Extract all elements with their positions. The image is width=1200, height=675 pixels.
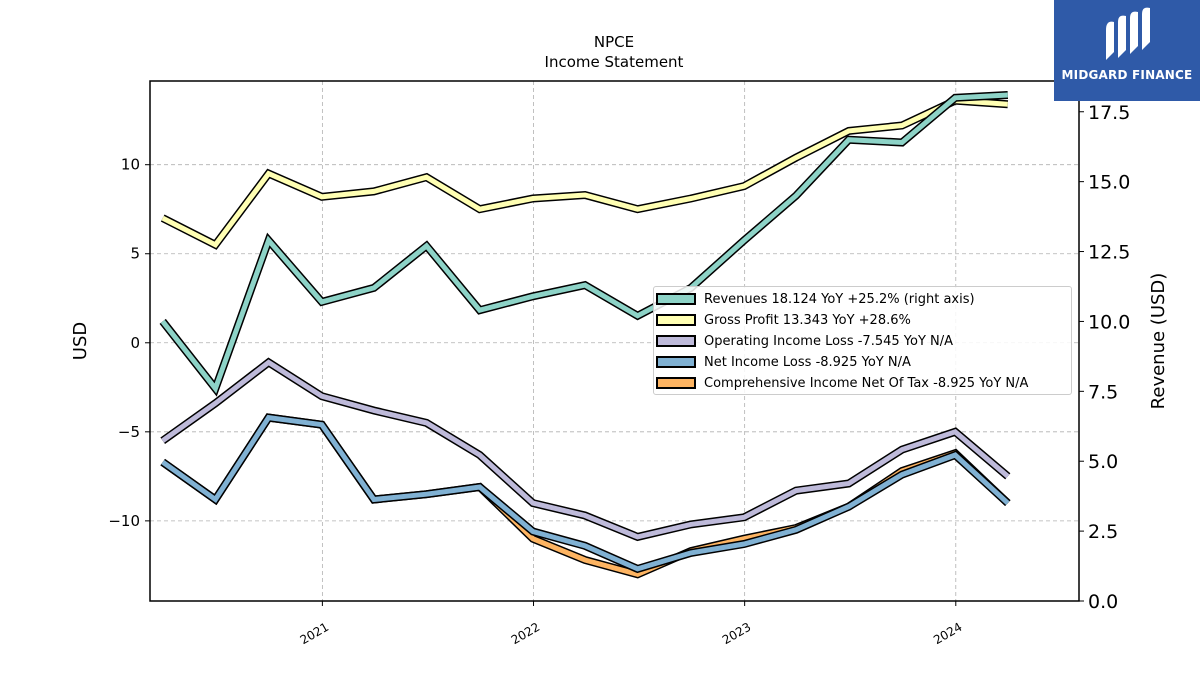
legend-swatch (656, 377, 696, 389)
y-right-tick-label: 7.5 (1088, 381, 1118, 403)
y-right-tick-label: 17.5 (1088, 102, 1130, 124)
series-line-fill (161, 414, 1010, 572)
logo-text: MIDGARD FINANCE (1061, 68, 1193, 82)
legend-swatch (656, 335, 696, 347)
series-line-fill (161, 98, 1008, 248)
legend-swatch (656, 293, 696, 305)
midgard-finance-logo: MIDGARD FINANCE (1054, 0, 1200, 101)
x-tick-label: 2024 (931, 620, 964, 647)
series-layer (159, 91, 1011, 579)
series-line-fill (161, 414, 1010, 577)
legend-item: Revenues 18.124 YoY +25.2% (right axis) (654, 289, 975, 309)
legend: Revenues 18.124 YoY +25.2% (right axis) G… (653, 286, 1072, 395)
x-tick-label: 2021 (298, 620, 331, 647)
legend-item: Comprehensive Income Net Of Tax -8.925 Y… (654, 373, 1028, 393)
y-tick-label: 0 (130, 334, 140, 352)
legend-item: Net Income Loss -8.925 YoY N/A (654, 352, 911, 372)
y-axis-right-label: Revenue (USD) (1148, 273, 1169, 410)
series-line-outline (160, 96, 1009, 250)
series-line (160, 96, 1009, 250)
logo-mark-icon (1106, 7, 1150, 60)
series-line (159, 91, 1009, 397)
legend-swatch (656, 314, 696, 326)
y-right-tick-label: 10.0 (1088, 311, 1130, 333)
x-tick-label: 2023 (720, 620, 753, 647)
x-tick-label: 2022 (509, 620, 542, 647)
legend-label: Gross Profit 13.343 YoY +28.6% (704, 312, 911, 328)
legend-swatch (656, 356, 696, 368)
y-tick-label: −5 (118, 423, 140, 441)
plot-frame (149, 80, 1080, 602)
series-line-fill (161, 359, 1010, 540)
series-line-outline (160, 413, 1011, 579)
legend-label: Net Income Loss -8.925 YoY N/A (704, 354, 911, 370)
y-tick-label: 10 (121, 156, 140, 174)
y-right-tick-label: 0.0 (1088, 591, 1118, 613)
legend-item: Operating Income Loss -7.545 YoY N/A (654, 331, 953, 351)
y-right-tick-label: 15.0 (1088, 172, 1130, 194)
series-line-fill (160, 92, 1008, 394)
y-right-tick-label: 5.0 (1088, 451, 1118, 473)
series-line (160, 413, 1011, 579)
y-tick-label: 5 (130, 245, 140, 263)
series-line (160, 413, 1011, 574)
chart-subtitle: Income Statement (545, 53, 684, 71)
y-axis-label: USD (70, 322, 91, 360)
series-line (160, 357, 1011, 542)
legend-label: Comprehensive Income Net Of Tax -8.925 Y… (704, 375, 1029, 391)
y-tick-label: −10 (108, 512, 140, 530)
legend-label: Operating Income Loss -7.545 YoY N/A (704, 333, 954, 349)
y-right-tick-label: 2.5 (1088, 521, 1118, 543)
legend-item: Gross Profit 13.343 YoY +28.6% (654, 310, 911, 330)
chart-title: NPCE (594, 33, 634, 51)
y-right-tick-label: 12.5 (1088, 242, 1130, 264)
legend-label: Revenues 18.124 YoY +25.2% (right axis) (704, 291, 975, 307)
